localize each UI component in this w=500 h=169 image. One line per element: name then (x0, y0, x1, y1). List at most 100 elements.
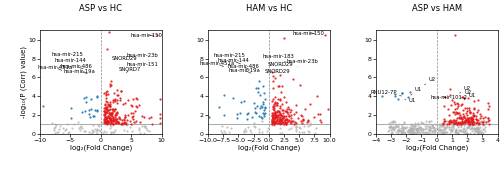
Point (270, 102, 278, 104)
Point (310, 116, 318, 119)
Point (484, 120, 492, 123)
Point (458, 118, 466, 120)
Point (258, 116, 266, 119)
Point (432, 123, 440, 126)
Point (401, 127, 409, 130)
Point (122, 123, 130, 125)
Point (123, 129, 131, 132)
Point (258, 105, 266, 107)
Point (388, 128, 396, 131)
Point (292, 111, 300, 114)
Point (464, 122, 471, 125)
Point (420, 130, 428, 133)
Point (412, 132, 420, 135)
Point (99, 122, 107, 125)
Point (284, 119, 292, 122)
Point (484, 117, 492, 120)
Point (392, 125, 400, 128)
Point (463, 132, 471, 135)
Point (409, 125, 417, 128)
Point (442, 120, 450, 123)
Point (462, 112, 469, 115)
Point (102, 90, 110, 93)
Point (272, 110, 280, 112)
Point (119, 103, 127, 106)
Point (463, 117, 471, 120)
Point (90, 115, 98, 118)
Point (272, 102, 280, 104)
Point (268, 120, 276, 123)
Point (468, 120, 475, 123)
Point (110, 110, 118, 113)
Point (112, 114, 120, 117)
Point (110, 131, 118, 134)
Point (254, 114, 262, 117)
Point (246, 128, 254, 131)
Point (412, 125, 420, 128)
Point (460, 122, 468, 124)
Point (431, 129, 439, 131)
Point (114, 120, 122, 123)
Point (108, 122, 116, 125)
Point (78, 127, 86, 129)
Point (396, 130, 404, 133)
Point (454, 122, 462, 125)
Point (114, 99, 122, 101)
Point (270, 107, 278, 109)
Point (449, 120, 457, 123)
Point (469, 127, 477, 130)
Point (408, 132, 416, 135)
Point (259, 103, 267, 106)
Point (282, 118, 290, 120)
Point (109, 118, 117, 120)
Point (98, 120, 106, 123)
Point (396, 129, 404, 132)
Point (122, 122, 130, 125)
Point (250, 122, 258, 124)
Point (478, 121, 486, 124)
Point (136, 104, 143, 106)
Point (117, 90, 125, 92)
Point (106, 112, 114, 115)
Point (310, 132, 318, 135)
Point (468, 127, 475, 129)
Point (103, 123, 111, 125)
Point (468, 117, 476, 120)
Point (304, 125, 312, 127)
Point (254, 91, 262, 93)
Point (87, 108, 95, 111)
Point (48, 121, 56, 124)
Point (481, 122, 489, 125)
Point (418, 129, 426, 132)
Text: hsa-mir-486: hsa-mir-486 (60, 64, 92, 69)
Point (428, 120, 436, 123)
Point (106, 122, 114, 125)
Point (402, 132, 409, 135)
Point (276, 117, 283, 119)
Point (435, 128, 443, 131)
Point (102, 118, 110, 121)
Point (417, 121, 425, 124)
Point (205, 115, 213, 118)
Point (459, 96, 467, 99)
Point (472, 118, 480, 120)
Point (449, 125, 457, 127)
Point (108, 83, 116, 86)
Point (96, 124, 104, 127)
Point (450, 131, 458, 134)
Point (410, 132, 418, 134)
Point (476, 120, 484, 123)
Point (469, 114, 477, 116)
Point (437, 125, 445, 128)
Point (50, 128, 58, 131)
Point (104, 120, 112, 122)
Point (459, 122, 467, 125)
Text: U1: U1 (404, 98, 416, 103)
Point (452, 107, 460, 110)
Point (104, 114, 112, 117)
Point (113, 118, 121, 121)
Point (461, 119, 469, 122)
Point (107, 122, 115, 125)
Point (283, 119, 291, 122)
Point (93, 94, 101, 97)
